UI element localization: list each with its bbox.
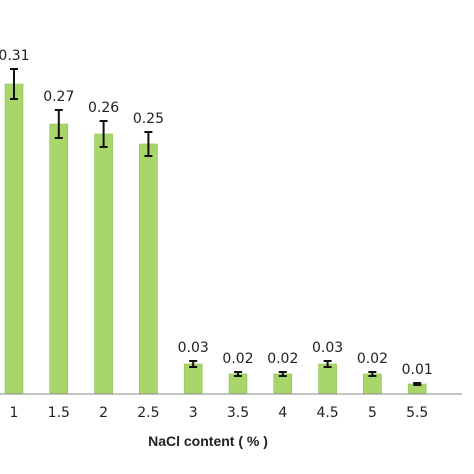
error-bar-4.5 — [323, 360, 332, 368]
error-bar-2 — [99, 120, 108, 148]
error-bar-3.5 — [234, 371, 242, 377]
data-label-1.5: 0.27 — [43, 89, 74, 105]
data-label-3.5: 0.02 — [222, 351, 253, 367]
bar-2.5 — [139, 143, 158, 395]
error-bars-group — [10, 68, 422, 386]
bar-1 — [4, 83, 24, 395]
x-tick-label-5: 5 — [368, 405, 377, 421]
data-label-1: 0.31 — [0, 48, 30, 64]
data-label-3: 0.03 — [178, 340, 209, 356]
x-tick-label-4: 4 — [278, 405, 287, 421]
error-bar-5 — [368, 371, 377, 377]
bars-group — [4, 83, 427, 395]
error-bar-1 — [10, 68, 18, 100]
data-label-2: 0.26 — [88, 100, 119, 116]
x-tick-label-2: 2 — [99, 405, 108, 421]
bar-3 — [183, 363, 203, 395]
bar-1.5 — [49, 123, 69, 395]
data-label-5: 0.02 — [357, 351, 388, 367]
x-tick-label-2.5: 2.5 — [137, 405, 159, 421]
error-bar-3 — [189, 360, 198, 368]
error-bar-2.5 — [144, 131, 153, 157]
data-labels-group: 0.31 0.27 0.26 0.25 0.03 0.02 0.02 0.03 0.02 0.01 — [0, 48, 433, 378]
x-tick-label-1.5: 1.5 — [48, 405, 70, 421]
data-label-2.5: 0.25 — [133, 111, 164, 127]
x-tick-labels-group: 1 1.5 2 2.5 3 3.5 4 4.5 5 5.5 — [10, 405, 429, 421]
x-tick-label-3: 3 — [189, 405, 198, 421]
data-label-5.5: 0.01 — [402, 362, 433, 378]
data-label-4.5: 0.03 — [312, 340, 343, 356]
x-axis-title: NaCl content ( % ) — [148, 433, 268, 449]
data-label-4: 0.02 — [267, 351, 298, 367]
bar-4.5 — [318, 363, 337, 395]
error-bar-1.5 — [54, 109, 63, 139]
x-tick-label-3.5: 3.5 — [227, 405, 249, 421]
error-bar-5.5 — [413, 382, 422, 386]
error-bar-4 — [278, 371, 287, 377]
bar-2 — [94, 133, 113, 395]
x-tick-label-1: 1 — [10, 405, 19, 421]
x-tick-label-5.5: 5.5 — [406, 405, 428, 421]
x-tick-label-4.5: 4.5 — [316, 405, 338, 421]
